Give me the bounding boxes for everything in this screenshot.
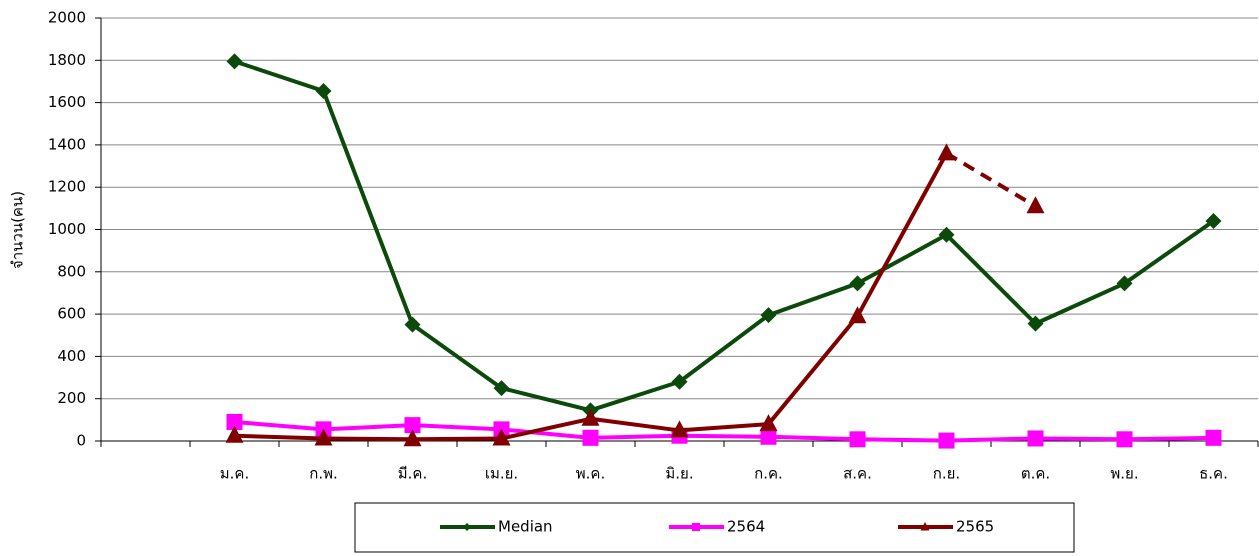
data-point (225, 425, 244, 443)
x-tick-label: ก.พ. (309, 465, 338, 483)
x-tick-label: ก.ค. (754, 465, 783, 483)
data-point (226, 53, 243, 70)
y-tick-label: 1000 (48, 220, 86, 238)
data-point (848, 306, 867, 324)
data-point (1027, 430, 1044, 447)
data-point (1205, 429, 1222, 446)
data-point (315, 82, 332, 99)
y-tick-label: 0 (76, 432, 86, 450)
x-tick-label: ส.ค. (843, 465, 872, 483)
data-point (938, 432, 955, 449)
data-point (581, 408, 600, 426)
y-tick-label: 1200 (48, 178, 86, 196)
data-point (1116, 431, 1133, 448)
data-point (492, 428, 511, 446)
y-tick-label: 1600 (48, 93, 86, 111)
legend-marker (920, 522, 930, 531)
data-point (760, 307, 777, 324)
y-tick-label: 400 (57, 347, 86, 365)
series-line (234, 152, 949, 442)
series-line (234, 419, 1214, 443)
data-point (670, 420, 689, 438)
series-line (945, 151, 1037, 208)
legend-marker (463, 523, 471, 531)
y-tick-label: 2000 (48, 9, 86, 27)
legend-label: Median (498, 518, 553, 536)
legend-marker (692, 523, 700, 531)
y-tick-label: 1400 (48, 135, 86, 153)
data-point (759, 414, 778, 432)
legend-label: 2565 (956, 518, 994, 536)
data-point (1116, 275, 1133, 292)
x-tick-label: ม.ค. (220, 465, 249, 483)
data-point (404, 316, 421, 333)
series-line (233, 59, 1215, 413)
x-tick-label: มี.ค. (398, 465, 427, 483)
x-tick-label: มิ.ย. (665, 465, 693, 483)
data-point (1027, 315, 1044, 332)
data-point (671, 373, 688, 390)
data-point (760, 428, 777, 445)
x-tick-label: ก.ย. (933, 465, 960, 483)
x-tick-label: พ.ค. (576, 465, 605, 483)
data-point (938, 226, 955, 243)
data-point (1026, 196, 1045, 214)
data-point (403, 429, 422, 447)
data-point (849, 275, 866, 292)
data-point (404, 417, 421, 434)
x-tick-label: ต.ค. (1021, 465, 1050, 483)
x-tick-label: ธ.ค. (1199, 465, 1228, 483)
legend-label: 2564 (727, 518, 765, 536)
y-tick-label: 800 (57, 262, 86, 280)
x-tick-label: พ.ย. (1110, 465, 1138, 483)
data-point (937, 143, 956, 161)
y-tick-label: 1800 (48, 51, 86, 69)
x-tick-label: เม.ย. (485, 465, 518, 483)
data-point (1205, 213, 1222, 230)
data-point (314, 428, 333, 446)
y-axis-label: จำนวน(คน) (9, 191, 27, 269)
data-point (493, 380, 510, 397)
data-point (582, 429, 599, 446)
data-point (226, 413, 243, 430)
y-tick-label: 600 (57, 305, 86, 323)
y-tick-label: 200 (57, 389, 86, 407)
data-point (849, 431, 866, 448)
